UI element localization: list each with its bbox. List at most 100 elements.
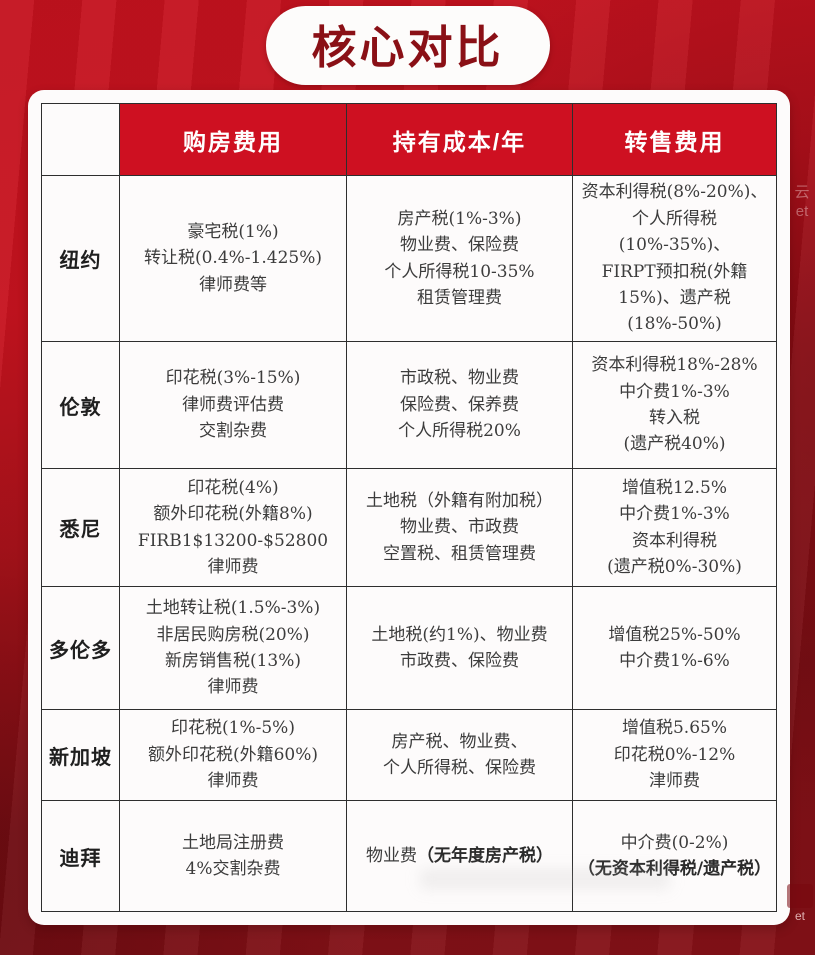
table-row: 多伦多 土地转让税(1.5%-3%) 非居民购房税(20%) 新房销售税(13%) 律师… [41, 586, 777, 710]
cell-line: 豪宅税(1%) [187, 221, 279, 242]
resale-cell: 资本利得税18%-28% 中介费1%-3% 转入税 (遗产税40%) [572, 341, 777, 469]
table-row: 伦敦 印花税(3%-15%) 律师费评估费 交割杂费 市政税、物业费 保险费、保养费 个人所… [41, 341, 777, 469]
cell-line: 资本利得税18%-28% [591, 355, 758, 376]
city-cell: 伦敦 [41, 341, 120, 469]
holding-cell: 物业费（无年度房产税） [346, 800, 573, 912]
table-row: 迪拜 土地局注册费 4%交割杂费 物业费（无年度房产税） 中介费(0-2%) （无资本利得… [41, 800, 777, 912]
cell-line: 印花税(3%-15%) [165, 368, 301, 389]
city-cell: 迪拜 [41, 800, 120, 912]
cell-line: 中介费(0-2%) [620, 832, 729, 853]
city-cell: 多伦多 [41, 586, 120, 710]
watermark-ghost [420, 869, 670, 889]
cell-line: 资本利得税 [632, 530, 717, 551]
cell-line: 额外印花税(外籍60%) [147, 744, 319, 765]
cell-line: 土地转让税(1.5%-3%) [145, 598, 321, 619]
cell-line: 交割杂费 [199, 421, 267, 442]
cell-line: 增值税5.65% [621, 718, 727, 739]
cell-line: 市政税、物业费 [400, 368, 519, 389]
cell-line: 土地税（外籍有附加税） [366, 490, 553, 511]
cell-line: 房产税(1%-3%) [397, 208, 522, 229]
cell-line: 市政费、保险费 [400, 651, 519, 671]
cell-line: 租赁管理费 [417, 287, 502, 308]
holding-cell: 市政税、物业费 保险费、保养费 个人所得税20% [346, 341, 573, 469]
resale-cell: 增值税25%-50% 中介费1%-6% [572, 586, 777, 710]
watermark-side-char: 云 [794, 184, 810, 201]
cell-line: 个人所得税、保险费 [383, 758, 536, 778]
cell-line: 印花税(4%) [187, 477, 279, 498]
watermark-text: et [794, 909, 805, 923]
cell-line: 个人所得税20% [398, 421, 521, 442]
cell-line: 空置税、租赁管理费 [383, 543, 536, 564]
city-cell: 纽约 [41, 175, 120, 342]
comparison-table: 购房费用 持有成本/年 转售费用 纽约 豪宅税(1%) 转让税(0.4%-1.425… [41, 103, 777, 912]
holding-cell: 土地税(约1%)、物业费 市政费、保险费 [346, 586, 573, 710]
header-resale-costs: 转售费用 [572, 103, 777, 176]
cell-line: FIRB1$13200-$52800 [137, 530, 329, 551]
cell-line: 津师费 [649, 771, 700, 792]
cell-line: 印花税0%-12% [613, 744, 736, 765]
cell-line: 律师费评估费 [182, 394, 284, 415]
table-row: 纽约 豪宅税(1%) 转让税(0.4%-1.425%) 律师费等 房产税(1%-3%) 物… [41, 175, 777, 342]
cell-line: 印花税(1%-5%) [171, 718, 295, 739]
cell-line: （无资本利得税/遗产税） [577, 859, 772, 879]
cell-line: 物业费、保险费 [400, 235, 519, 256]
cell-line: 律师费 [207, 677, 259, 698]
purchase-cell: 印花税(1%-5%) 额外印花税(外籍60%) 律师费 [119, 709, 347, 801]
header-holding-costs: 持有成本/年 [346, 103, 573, 176]
cell-line: 保险费、保养费 [400, 394, 519, 415]
cell-line: 非居民购房税(20%) [156, 624, 310, 645]
cell-line-segment: 物业费 [366, 845, 417, 866]
watermark-bottom: et [785, 884, 815, 923]
cell-line: 增值税12.5% [621, 477, 727, 498]
cell-line: 房产税、物业费、 [391, 731, 528, 752]
resale-cell: 资本利得税(8%-20%)、个人所得税(10%-35%)、 FIRPT预扣税(外籍… [572, 175, 777, 342]
header-row: 购房费用 持有成本/年 转售费用 [41, 103, 777, 176]
cell-line: 土地税(约1%)、物业费 [371, 624, 548, 645]
resale-cell: 中介费(0-2%) （无资本利得税/遗产税） [572, 800, 777, 912]
city-cell: 新加坡 [41, 709, 120, 801]
cell-line: 土地局注册费 [182, 832, 284, 853]
cell-line: 律师费等 [199, 274, 267, 295]
cell-line-segment: （无年度房产税） [417, 845, 553, 866]
cell-line: 额外印花税(外籍8%) [153, 504, 313, 525]
watermark-side-suffix: et [795, 202, 809, 220]
watermark-logo [787, 884, 813, 908]
purchase-cell: 土地局注册费 4%交割杂费 [119, 800, 347, 912]
table-row: 新加坡 印花税(1%-5%) 额外印花税(外籍60%) 律师费 房产税、物业费、 个人所得… [41, 709, 777, 801]
cell-line: 物业费、市政费 [400, 517, 519, 538]
header-purchase-costs: 购房费用 [119, 103, 347, 176]
resale-cell: 增值税12.5% 中介费1%-3% 资本利得税 (遗产税0%-30%) [572, 468, 777, 587]
cell-line: 增值税25%-50% [608, 624, 741, 645]
cell-line: FIRPT预扣税(外籍 [601, 261, 748, 282]
table-row: 悉尼 印花税(4%) 额外印花税(外籍8%) FIRB1$13200-$52800 律师… [41, 468, 777, 587]
purchase-cell: 土地转让税(1.5%-3%) 非居民购房税(20%) 新房销售税(13%) 律师费 [119, 586, 347, 710]
cell-line: (遗产税0%-30%) [607, 556, 742, 577]
cell-line: 资本利得税(8%-20%)、 [581, 182, 768, 203]
cell-line: (18%-50%) [627, 314, 722, 335]
purchase-cell: 印花税(3%-15%) 律师费评估费 交割杂费 [119, 341, 347, 469]
cell-line: (遗产税40%) [623, 434, 726, 455]
cell-line: 新房销售税(13%) [164, 651, 302, 671]
holding-cell: 房产税(1%-3%) 物业费、保险费 个人所得税10-35% 租赁管理费 [346, 175, 573, 342]
cell-line: 中介费1%-6% [619, 651, 730, 671]
cell-line: 律师费 [207, 556, 259, 577]
cell-line: 转让税(0.4%-1.425%) [143, 248, 323, 269]
cell-line: 物业费（无年度房产税） [351, 843, 568, 869]
cell-line: 个人所得税(10%-35%)、 [618, 208, 731, 256]
holding-cell: 房产税、物业费、 个人所得税、保险费 [346, 709, 573, 801]
city-cell: 悉尼 [41, 468, 120, 587]
cell-line: 中介费1%-3% [619, 381, 730, 402]
cell-line: 转入税 [649, 408, 700, 428]
purchase-cell: 印花税(4%) 额外印花税(外籍8%) FIRB1$13200-$52800 律师费 [119, 468, 347, 587]
cell-line: 15%)、遗产税 [618, 287, 731, 308]
page-title-text: 核心对比 [311, 22, 504, 73]
comparison-card: 购房费用 持有成本/年 转售费用 纽约 豪宅税(1%) 转让税(0.4%-1.425… [28, 90, 790, 925]
cell-line: 律师费 [207, 771, 259, 792]
holding-cell: 土地税（外籍有附加税） 物业费、市政费 空置税、租赁管理费 [346, 468, 573, 587]
cell-line: 4%交割杂费 [185, 859, 281, 879]
header-corner-cell [41, 103, 120, 176]
cell-line: 个人所得税10-35% [384, 261, 535, 282]
watermark-side: 云 et [790, 184, 814, 220]
resale-cell: 增值税5.65% 印花税0%-12% 津师费 [572, 709, 777, 801]
